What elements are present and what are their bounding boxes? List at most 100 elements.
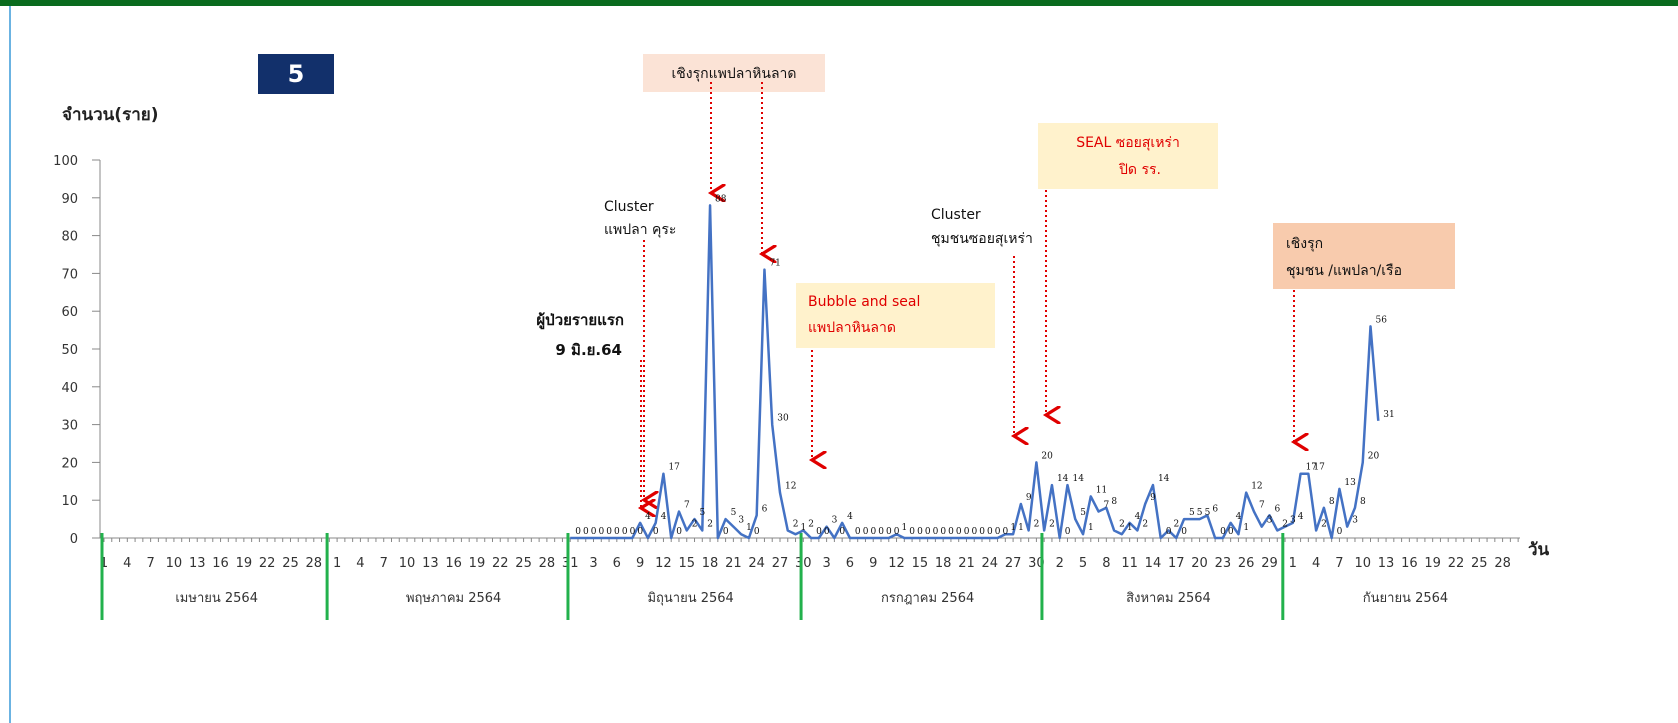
data-label: 0 <box>839 527 845 537</box>
data-label: 1 <box>902 523 908 533</box>
data-label: 2 <box>1173 519 1179 529</box>
data-label: 0 <box>591 527 597 537</box>
data-label: 2 <box>808 519 814 529</box>
x-tick-label: 1 <box>1289 556 1297 571</box>
data-label: 3 <box>832 516 838 526</box>
data-label: 12 <box>1251 482 1262 492</box>
annotation: ผู้ป่วยรายแรก <box>536 311 624 330</box>
x-tick-label: 27 <box>772 556 789 571</box>
data-label: 3 <box>1352 516 1358 526</box>
x-tick-label: 17 <box>1168 556 1185 571</box>
data-label: 0 <box>925 527 931 537</box>
data-label: 1 <box>1018 523 1024 533</box>
y-tick-label: 100 <box>53 154 78 169</box>
data-label: 0 <box>933 527 939 537</box>
x-tick-label: 24 <box>748 556 765 571</box>
data-label: 0 <box>676 527 682 537</box>
x-tick-label: 4 <box>123 556 131 571</box>
annotation: แพปลา คุระ <box>604 222 676 238</box>
data-label: 0 <box>614 527 620 537</box>
data-label: 0 <box>816 527 822 537</box>
data-label: 6 <box>1275 504 1281 514</box>
x-tick-label: 25 <box>1471 556 1488 571</box>
data-label: 1 <box>746 523 752 533</box>
data-label: 20 <box>1041 451 1053 461</box>
data-label: 0 <box>948 527 954 537</box>
data-label: 2 <box>692 519 698 529</box>
data-label: 17 <box>1306 463 1318 473</box>
x-tick-label: 5 <box>1079 556 1087 571</box>
data-label: 7 <box>684 501 690 511</box>
x-tick-label: 23 <box>1215 556 1232 571</box>
annotation-box <box>1273 223 1455 289</box>
data-label: 0 <box>824 527 830 537</box>
x-tick-label: 6 <box>613 556 621 571</box>
x-tick-label: 10 <box>399 556 416 571</box>
x-tick-label: 4 <box>1312 556 1320 571</box>
x-tick-label: 12 <box>888 556 905 571</box>
data-label: 0 <box>909 527 915 537</box>
data-label: 1 <box>1010 523 1016 533</box>
x-tick-label: 28 <box>306 556 323 571</box>
data-label: 0 <box>979 527 985 537</box>
x-tick-label: 15 <box>912 556 929 571</box>
data-label: 3 <box>738 516 744 526</box>
data-label: 0 <box>622 527 628 537</box>
x-tick-label: 20 <box>1191 556 1208 571</box>
y-tick-label: 50 <box>61 343 78 358</box>
x-tick-label: 28 <box>539 556 556 571</box>
data-label: 13 <box>1344 478 1356 488</box>
month-label: กรกฎาคม 2564 <box>881 591 974 606</box>
data-label: 1 <box>1127 523 1133 533</box>
annotation: Cluster <box>931 207 981 223</box>
data-label: 0 <box>583 527 589 537</box>
data-label: 0 <box>1337 527 1343 537</box>
data-label: 2 <box>793 519 799 529</box>
data-label: 0 <box>995 527 1001 537</box>
x-tick-label: 13 <box>189 556 206 571</box>
data-label: 2 <box>707 519 713 529</box>
y-tick-label: 20 <box>61 456 78 471</box>
data-label: 4 <box>1236 512 1242 522</box>
data-label: 9 <box>1150 493 1156 503</box>
x-tick-label: 16 <box>212 556 229 571</box>
data-label: 5 <box>1080 508 1086 518</box>
data-label: 2 <box>1142 519 1148 529</box>
data-label: 0 <box>575 527 581 537</box>
data-label: 0 <box>971 527 977 537</box>
data-label: 7 <box>1259 501 1265 511</box>
data-label: 4 <box>661 512 667 522</box>
x-tick-label: 27 <box>1005 556 1022 571</box>
y-tick-label: 80 <box>61 230 78 245</box>
data-label: 0 <box>653 527 659 537</box>
x-tick-label: 29 <box>1261 556 1278 571</box>
data-label: 5 <box>700 508 706 518</box>
data-label: 4 <box>847 512 853 522</box>
data-label: 56 <box>1376 315 1388 325</box>
data-label: 3 <box>1267 516 1273 526</box>
month-label: สิงหาคม 2564 <box>1126 591 1211 606</box>
annotation: 9 มิ.ย.64 <box>555 341 622 359</box>
data-label: 5 <box>731 508 737 518</box>
data-label: 0 <box>1181 527 1187 537</box>
top-bar <box>0 0 1678 6</box>
data-label: 2 <box>1034 519 1040 529</box>
data-label: 31 <box>1383 410 1394 420</box>
data-label: 1 <box>1243 523 1249 533</box>
data-label: 0 <box>599 527 605 537</box>
x-tick-label: 13 <box>422 556 439 571</box>
annotation: เชิงรุก <box>1286 236 1323 252</box>
y-tick-label: 0 <box>70 532 78 547</box>
x-tick-label: 3 <box>822 556 830 571</box>
data-label: 0 <box>637 527 643 537</box>
data-label: 1 <box>1088 523 1094 533</box>
data-label: 2 <box>1049 519 1055 529</box>
x-tick-label: 1 <box>333 556 341 571</box>
y-tick-label: 70 <box>61 267 78 282</box>
data-label: 2 <box>1119 519 1125 529</box>
x-tick-label: 28 <box>1494 556 1511 571</box>
data-label: 20 <box>1368 451 1380 461</box>
data-label: 0 <box>917 527 923 537</box>
